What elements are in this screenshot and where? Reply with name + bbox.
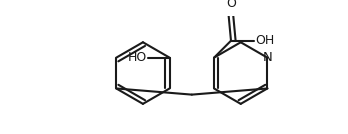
Text: OH: OH [256, 34, 275, 47]
Text: HO: HO [127, 51, 147, 64]
Text: O: O [226, 0, 236, 10]
Text: N: N [262, 51, 272, 64]
